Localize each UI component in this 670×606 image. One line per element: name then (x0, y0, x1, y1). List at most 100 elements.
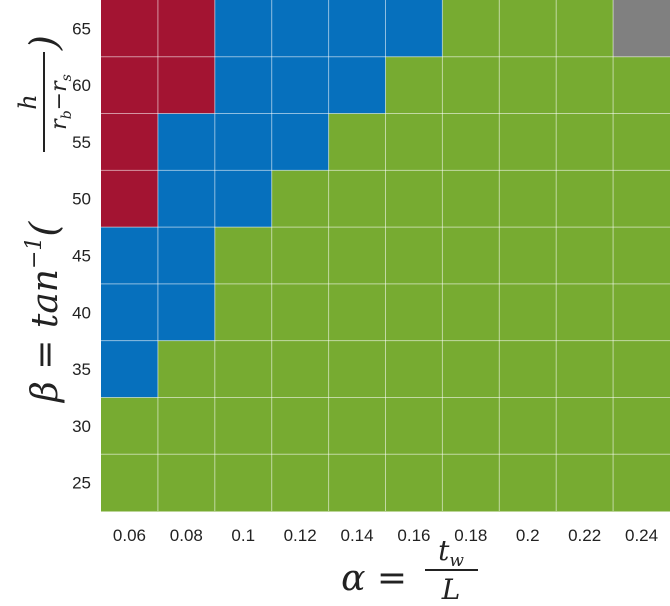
heatmap-cell-0.24-30 (613, 397, 670, 455)
heatmap-cell-0.16-65 (385, 0, 443, 58)
heatmap-cell-0.22-30 (556, 397, 614, 455)
heatmap-cell-0.08-50 (157, 170, 216, 228)
heatmap-cell-0.06-35 (101, 340, 159, 398)
heatmap-cell-0.24-55 (613, 113, 670, 171)
heatmap-cell-0.12-55 (271, 113, 330, 171)
heatmap-cell-0.12-40 (271, 283, 330, 342)
heatmap-cell-0.08-40 (157, 283, 216, 342)
heatmap-cell-0.06-65 (101, 0, 159, 58)
heatmap-cell-0.08-30 (157, 397, 216, 455)
x-axis-label-numerator: t (438, 534, 450, 567)
y-tick-label: 45 (72, 247, 91, 266)
heatmap-cell-0.1-25 (214, 454, 273, 512)
heatmap-cell-0.08-35 (157, 340, 216, 398)
heatmap-cell-0.24-50 (613, 170, 670, 228)
x-tick-label: 0.16 (397, 526, 430, 545)
x-tick-label: 0.18 (454, 526, 487, 545)
heatmap-cell-0.12-25 (271, 454, 330, 512)
heatmap-cell-0.22-60 (556, 56, 614, 115)
heatmap-cell-0.24-45 (613, 227, 670, 285)
heatmap-cells (101, 0, 670, 512)
heatmap-cell-0.18-50 (442, 170, 500, 228)
heatmap-cell-0.2-25 (499, 454, 557, 512)
grid-lines (101, 0, 670, 511)
heatmap-cell-0.08-65 (157, 0, 216, 58)
y-tick-label: 30 (72, 417, 91, 436)
heatmap-cell-0.2-60 (499, 56, 557, 115)
heatmap-cell-0.24-35 (613, 340, 670, 398)
heatmap-cell-0.2-35 (499, 340, 557, 398)
heatmap-cell-0.06-55 (101, 113, 159, 171)
heatmap-cell-0.2-40 (499, 283, 557, 342)
heatmap-cell-0.16-35 (385, 340, 443, 398)
heatmap-cell-0.06-25 (101, 454, 159, 512)
heatmap-cell-0.06-60 (101, 56, 159, 115)
heatmap-cell-0.08-25 (157, 454, 216, 512)
heatmap-cell-0.14-65 (328, 0, 386, 58)
heatmap-cell-0.1-65 (214, 0, 273, 58)
x-tick-label: 0.22 (568, 526, 601, 545)
x-tick-label: 0.1 (231, 526, 255, 545)
heatmap-cell-0.1-35 (214, 340, 273, 398)
heatmap-cell-0.1-60 (214, 56, 273, 115)
heatmap-cell-0.1-55 (214, 113, 273, 171)
x-axis-label-numerator-sub: w (449, 551, 464, 571)
heatmap-cell-0.16-25 (385, 454, 443, 512)
heatmap-cell-0.18-45 (442, 227, 500, 285)
heatmap-cell-0.14-45 (328, 227, 386, 285)
x-tick-label: 0.06 (113, 526, 146, 545)
heatmap-cell-0.12-35 (271, 340, 330, 398)
heatmap-cell-0.16-40 (385, 283, 443, 342)
heatmap-cell-0.2-30 (499, 397, 557, 455)
heatmap-cell-0.06-50 (101, 170, 159, 228)
heatmap-cell-0.18-25 (442, 454, 500, 512)
heatmap-cell-0.2-50 (499, 170, 557, 228)
heatmap-cell-0.1-45 (214, 227, 273, 285)
heatmap-cell-0.22-50 (556, 170, 614, 228)
heatmap-cell-0.1-40 (214, 283, 273, 342)
svg-text:β = tan−1(: β = tan−1( (22, 221, 66, 404)
y-axis-label-close: ) (22, 35, 66, 51)
svg-text:tw: tw (438, 534, 464, 571)
heatmap-cell-0.12-50 (271, 170, 330, 228)
y-tick-label: 35 (72, 360, 91, 379)
heatmap-cell-0.2-55 (499, 113, 557, 171)
heatmap-cell-0.18-30 (442, 397, 500, 455)
heatmap-cell-0.2-65 (499, 0, 557, 58)
heatmap-cell-0.16-30 (385, 397, 443, 455)
heatmap-cell-0.06-30 (101, 397, 159, 455)
heatmap-cell-0.16-50 (385, 170, 443, 228)
heatmap-cell-0.14-25 (328, 454, 386, 512)
x-tick-label: 0.14 (341, 526, 374, 545)
heatmap-cell-0.14-30 (328, 397, 386, 455)
y-axis-label-den-mid: −r (47, 80, 72, 110)
heatmap-cell-0.22-25 (556, 454, 614, 512)
heatmap-cell-0.12-30 (271, 397, 330, 455)
x-tick-label: 0.24 (625, 526, 658, 545)
heatmap-cell-0.1-50 (214, 170, 273, 228)
heatmap-cell-0.16-45 (385, 227, 443, 285)
heatmap-cell-0.06-40 (101, 283, 159, 342)
x-axis-label: α = tw L (341, 534, 478, 606)
heatmap-cell-0.22-65 (556, 0, 614, 58)
heatmap-cell-0.2-45 (499, 227, 557, 285)
y-tick-label: 40 (72, 303, 91, 322)
x-tick-label: 0.2 (516, 526, 540, 545)
heatmap-cell-0.08-45 (157, 227, 216, 285)
y-tick-label: 65 (72, 19, 91, 38)
heatmap-cell-0.18-55 (442, 113, 500, 171)
y-axis-label-prefix: β = tan (25, 269, 66, 404)
heatmap-cell-0.22-35 (556, 340, 614, 398)
heatmap-cell-0.14-55 (328, 113, 386, 171)
heatmap-cell-0.14-50 (328, 170, 386, 228)
heatmap-cell-0.16-60 (385, 56, 443, 115)
heatmap-cell-0.24-60 (613, 56, 670, 115)
heatmap-cell-0.22-45 (556, 227, 614, 285)
heatmap-cell-0.14-35 (328, 340, 386, 398)
y-tick-labels: 25 30 35 40 45 50 55 60 65 (72, 19, 91, 492)
heatmap-cell-0.12-60 (271, 56, 330, 115)
heatmap-cell-0.18-35 (442, 340, 500, 398)
heatmap-cell-0.06-45 (101, 227, 159, 285)
heatmap-cell-0.22-55 (556, 113, 614, 171)
x-tick-labels: 0.06 0.08 0.1 0.12 0.14 0.16 0.18 0.2 0.22 0.24 (113, 526, 658, 545)
